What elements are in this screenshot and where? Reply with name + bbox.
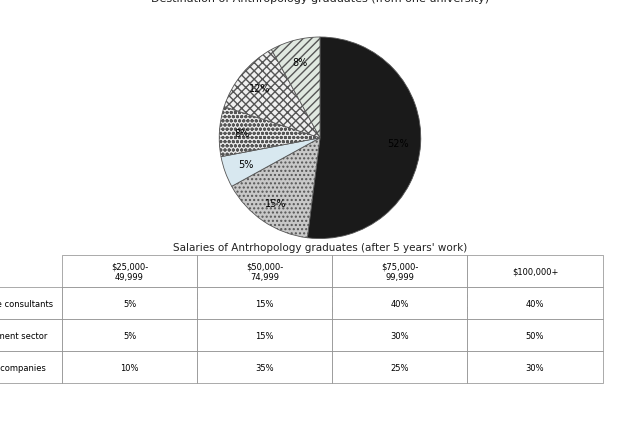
Legend: Full-time work, Part-time work, Part-time work + postgrad study, Full-time postg: Full-time work, Part-time work, Part-tim… (161, 289, 479, 315)
Wedge shape (307, 38, 420, 239)
Wedge shape (221, 138, 320, 187)
Wedge shape (271, 38, 320, 138)
Text: 52%: 52% (388, 138, 409, 148)
Wedge shape (224, 50, 320, 138)
Text: 5%: 5% (238, 160, 253, 170)
Title: Salaries of Antrhopology graduates (after 5 years' work): Salaries of Antrhopology graduates (afte… (173, 242, 467, 252)
Wedge shape (220, 107, 320, 157)
Title: Destination of Anthropology graduates (from one university): Destination of Anthropology graduates (f… (151, 0, 489, 4)
Wedge shape (232, 138, 320, 238)
Text: 8%: 8% (234, 129, 249, 138)
Text: The Chart Below Shows What Anthropology Graduates from One University: The Chart Below Shows What Anthropology … (56, 397, 584, 410)
Text: 8%: 8% (293, 58, 308, 67)
Text: 15%: 15% (265, 199, 287, 208)
Text: 12%: 12% (249, 83, 270, 93)
